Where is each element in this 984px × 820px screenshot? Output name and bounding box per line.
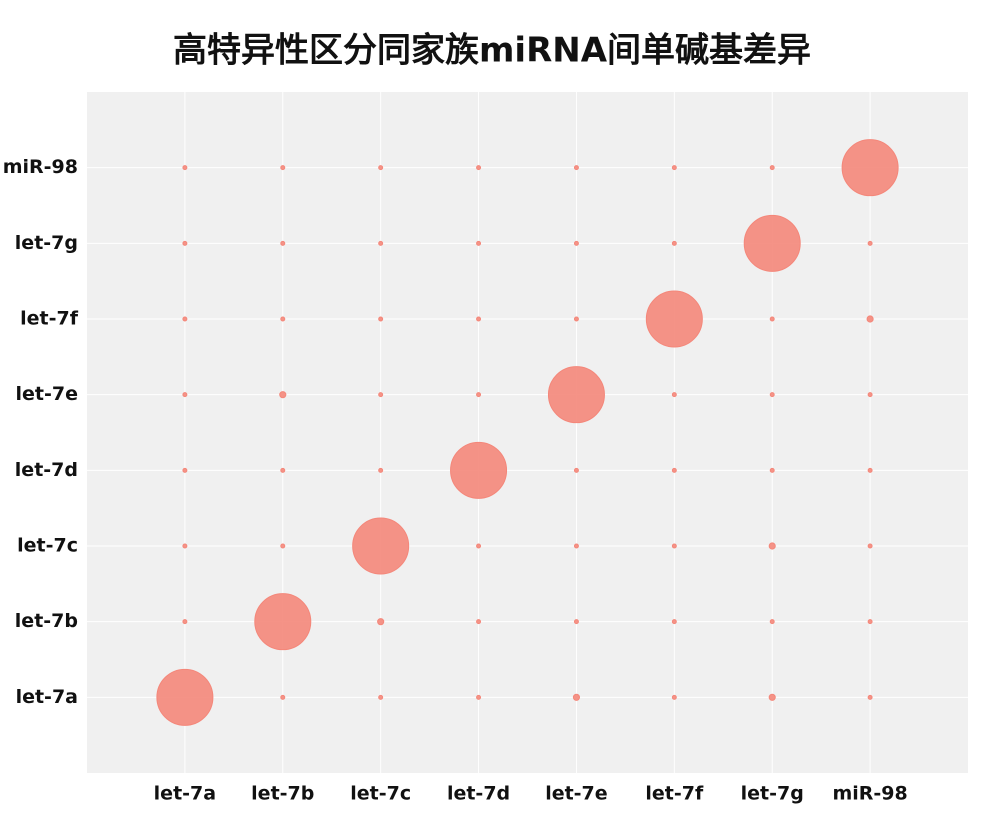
bubble <box>867 467 873 473</box>
bubble <box>182 619 188 625</box>
y-tick-label: let-7b <box>15 610 78 632</box>
bubble <box>768 693 776 701</box>
bubble <box>671 467 677 473</box>
bubble <box>671 240 677 246</box>
bubble <box>182 392 188 398</box>
bubble <box>547 366 605 424</box>
bubble <box>572 693 581 701</box>
bubble <box>573 240 579 246</box>
bubble <box>573 316 579 322</box>
bubble <box>573 165 579 171</box>
x-tick-label: let-7g <box>741 783 804 805</box>
y-tick-label: let-7d <box>15 459 78 481</box>
y-tick-label: let-7f <box>20 308 79 330</box>
bubble <box>279 391 287 399</box>
bubble <box>182 165 188 171</box>
bubble <box>769 316 775 322</box>
x-tick-label: let-7f <box>645 783 704 805</box>
bubble <box>573 467 579 473</box>
bubble <box>867 240 873 246</box>
bubble <box>671 165 677 171</box>
bubble <box>867 694 873 700</box>
bubble <box>378 694 384 700</box>
bubble <box>573 543 579 549</box>
bubble <box>182 543 188 549</box>
bubble <box>476 619 482 625</box>
y-tick-label: let-7g <box>15 232 78 254</box>
bubble <box>671 543 677 549</box>
bubble <box>573 619 579 625</box>
x-tick-label: let-7c <box>350 783 411 805</box>
bubble <box>841 139 899 197</box>
bubble <box>645 290 703 348</box>
bubble <box>280 543 286 549</box>
y-tick-label: miR-98 <box>3 156 78 178</box>
bubble <box>182 240 188 246</box>
bubble <box>769 392 775 398</box>
bubble <box>769 467 775 473</box>
bubble <box>671 392 677 398</box>
y-tick-label: let-7a <box>16 686 78 708</box>
bubble <box>867 619 873 625</box>
bubble <box>476 543 482 549</box>
bubble <box>352 517 410 575</box>
bubble <box>378 165 384 171</box>
bubble <box>450 441 508 499</box>
x-tick-label: miR-98 <box>832 783 907 805</box>
bubble <box>280 694 286 700</box>
plot-background <box>87 92 968 773</box>
bubble <box>280 316 286 322</box>
x-tick-label: let-7a <box>154 783 216 805</box>
bubble <box>671 619 677 625</box>
bubble <box>377 618 385 626</box>
bubble <box>280 467 286 473</box>
bubble <box>156 668 214 726</box>
x-tick-label: let-7d <box>447 783 510 805</box>
bubble <box>671 694 677 700</box>
bubble <box>476 240 482 246</box>
y-tick-label: let-7e <box>16 383 78 405</box>
bubble <box>769 165 775 171</box>
bubble <box>476 165 482 171</box>
bubble <box>254 593 312 651</box>
x-tick-label: let-7b <box>251 783 314 805</box>
bubble <box>769 619 775 625</box>
bubble <box>476 694 482 700</box>
bubble <box>867 543 873 549</box>
x-tick-label: let-7e <box>545 783 607 805</box>
chart-title: 高特异性区分同家族miRNA间单碱基差异 <box>173 31 811 71</box>
bubble <box>743 214 801 272</box>
bubble <box>182 467 188 473</box>
bubble <box>280 240 286 246</box>
bubble <box>768 542 776 550</box>
bubble <box>378 316 384 322</box>
bubble <box>867 392 873 398</box>
bubble <box>476 392 482 398</box>
bubble <box>182 316 188 322</box>
bubble <box>378 467 384 473</box>
bubble <box>378 392 384 398</box>
bubble <box>378 240 384 246</box>
y-tick-label: let-7c <box>17 535 78 557</box>
bubble <box>476 316 482 322</box>
bubble <box>280 165 286 171</box>
bubble <box>866 315 874 323</box>
